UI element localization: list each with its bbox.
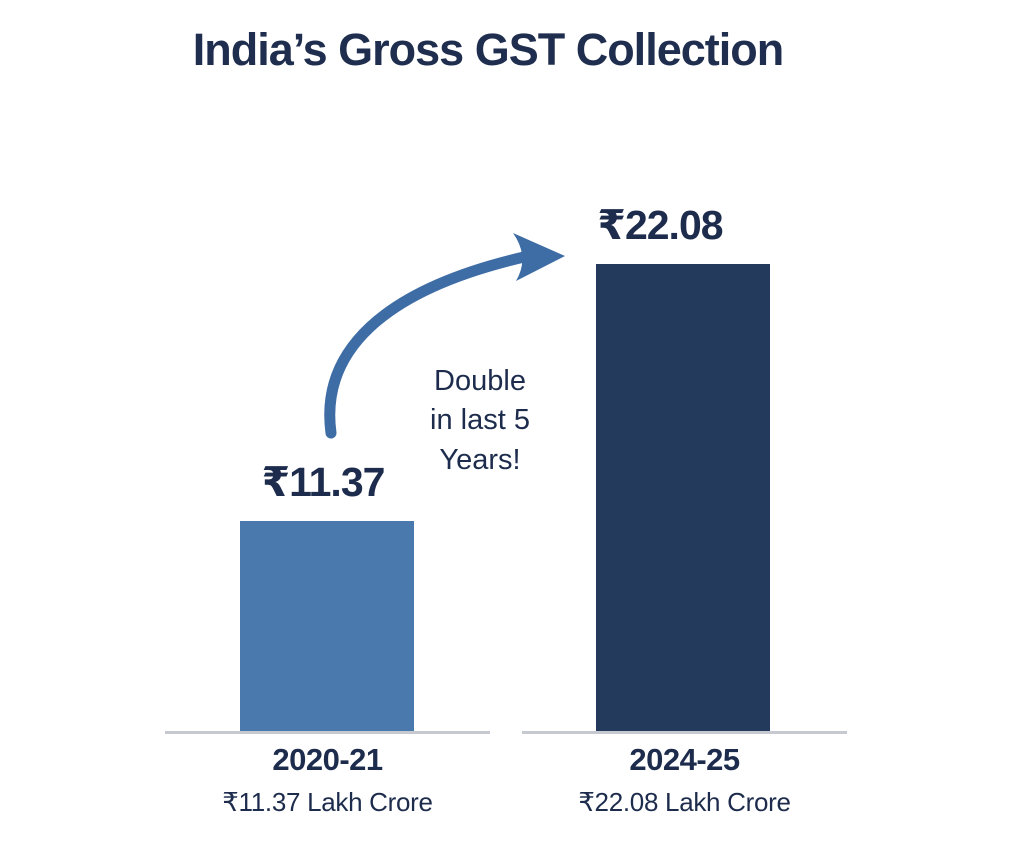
category-label-2020-21: 2020-21: [272, 742, 383, 777]
category-sublabel-2020-21: ₹11.37 Lakh Crore: [222, 787, 433, 817]
chart-title: India’s Gross GST Collection: [192, 24, 784, 75]
x-label-group-2020-21: 2020-21 ₹11.37 Lakh Crore: [165, 742, 490, 818]
baseline-left: [165, 731, 490, 734]
value-label-2020-21: ₹11.37: [261, 459, 386, 505]
growth-arrow-head-icon: [513, 233, 565, 281]
baseline-right: [522, 731, 847, 734]
x-label-group-2024-25: 2024-25 ₹22.08 Lakh Crore: [522, 742, 847, 818]
category-sublabel-2024-25: ₹22.08 Lakh Crore: [578, 787, 791, 817]
value-label-2024-25: ₹22.08: [597, 202, 723, 248]
category-label-2024-25: 2024-25: [629, 742, 740, 777]
bar-2020-21: [240, 521, 414, 733]
annotation-double-in-5-years: Double in last 5 Years!: [430, 365, 530, 476]
bar-2024-25: [596, 264, 770, 733]
